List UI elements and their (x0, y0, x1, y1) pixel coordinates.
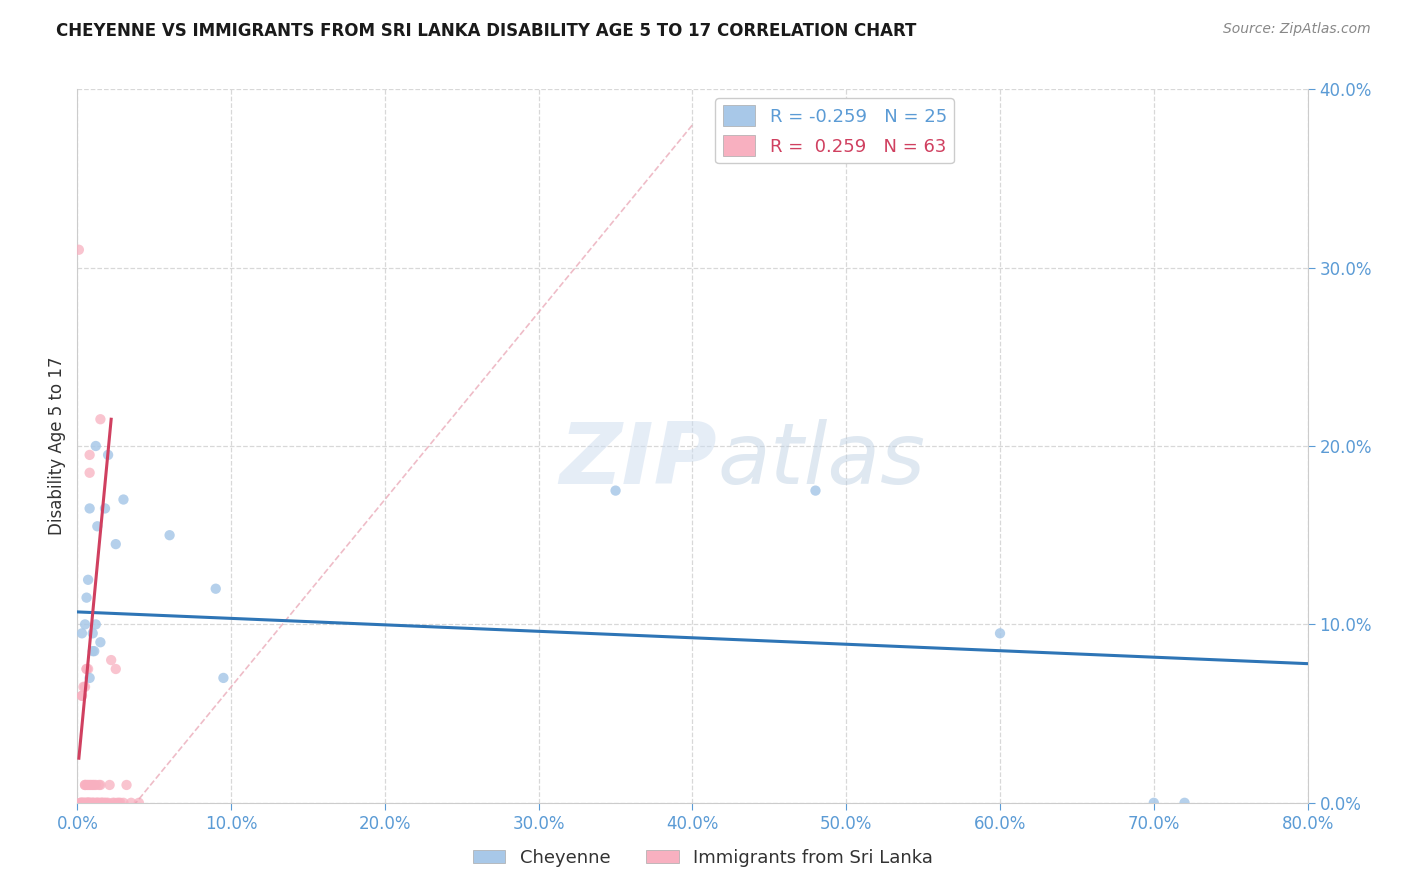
Point (70, 626, 93, 640)
Point (89, 635, 111, 649)
Point (77, 662, 100, 676)
Point (94, 501, 117, 516)
Point (79, 671, 101, 685)
Point (112, 492, 135, 507)
Point (77, 796, 100, 810)
Point (82, 796, 104, 810)
Point (83, 796, 105, 810)
Point (76, 662, 98, 676)
Point (108, 796, 131, 810)
Point (87, 778, 110, 792)
Point (72, 680, 94, 694)
Point (89, 412, 111, 426)
Point (97, 448, 120, 462)
Point (1143, 796, 1166, 810)
Point (89, 796, 111, 810)
Point (70, 689, 93, 703)
Point (84, 439, 107, 453)
Text: ZIP: ZIP (560, 418, 717, 502)
Point (101, 796, 124, 810)
Point (82, 644, 104, 658)
Point (104, 537, 127, 551)
Text: Source: ZipAtlas.com: Source: ZipAtlas.com (1223, 22, 1371, 37)
Point (84, 617, 107, 632)
Point (212, 671, 235, 685)
Point (79, 448, 101, 462)
Point (96, 796, 118, 810)
Point (112, 796, 135, 810)
Point (98, 778, 121, 792)
Text: atlas: atlas (717, 418, 925, 502)
Point (86, 796, 108, 810)
Point (82, 626, 104, 640)
Point (70, 689, 93, 703)
Text: CHEYENNE VS IMMIGRANTS FROM SRI LANKA DISABILITY AGE 5 TO 17 CORRELATION CHART: CHEYENNE VS IMMIGRANTS FROM SRI LANKA DI… (56, 22, 917, 40)
Point (605, 483, 627, 498)
Point (86, 796, 108, 810)
Point (79, 501, 101, 516)
Point (76, 662, 98, 676)
Point (70, 796, 93, 810)
Point (80, 778, 103, 792)
Point (79, 796, 101, 810)
Point (80, 796, 103, 810)
Point (988, 626, 1011, 640)
Point (90, 796, 114, 810)
Point (89, 778, 111, 792)
Point (86, 519, 108, 533)
Point (73, 680, 96, 694)
Point (76, 591, 98, 605)
Point (84, 796, 107, 810)
Point (69, 796, 91, 810)
Point (97, 796, 120, 810)
Point (103, 796, 125, 810)
Point (79, 778, 101, 792)
Point (79, 796, 101, 810)
Point (79, 466, 101, 480)
Point (73, 796, 96, 810)
Point (87, 796, 110, 810)
Point (72, 796, 94, 810)
Point (82, 796, 104, 810)
Point (77, 778, 100, 792)
Point (94, 796, 117, 810)
Point (77, 796, 100, 810)
Point (83, 644, 105, 658)
Point (120, 796, 142, 810)
Point (93, 796, 115, 810)
Point (204, 582, 226, 596)
Point (67, 243, 90, 257)
Point (105, 796, 128, 810)
Point (100, 653, 122, 667)
Point (128, 796, 150, 810)
Point (72, 796, 94, 810)
Point (84, 778, 107, 792)
Point (1174, 796, 1197, 810)
Point (76, 796, 98, 810)
Point (90, 796, 114, 810)
Point (69, 796, 91, 810)
Point (76, 778, 98, 792)
Point (83, 778, 105, 792)
Legend: Cheyenne, Immigrants from Sri Lanka: Cheyenne, Immigrants from Sri Lanka (465, 842, 941, 874)
Point (73, 778, 96, 792)
Point (115, 778, 138, 792)
Point (76, 796, 98, 810)
Legend: R = -0.259   N = 25, R =  0.259   N = 63: R = -0.259 N = 25, R = 0.259 N = 63 (716, 98, 955, 163)
Point (159, 528, 181, 542)
Point (104, 662, 127, 676)
Y-axis label: Disability Age 5 to 17: Disability Age 5 to 17 (48, 357, 66, 535)
Point (804, 483, 827, 498)
Point (73, 617, 96, 632)
Point (82, 778, 104, 792)
Point (70, 796, 93, 810)
Point (77, 573, 100, 587)
Point (77, 796, 100, 810)
Point (110, 796, 132, 810)
Point (73, 778, 96, 792)
